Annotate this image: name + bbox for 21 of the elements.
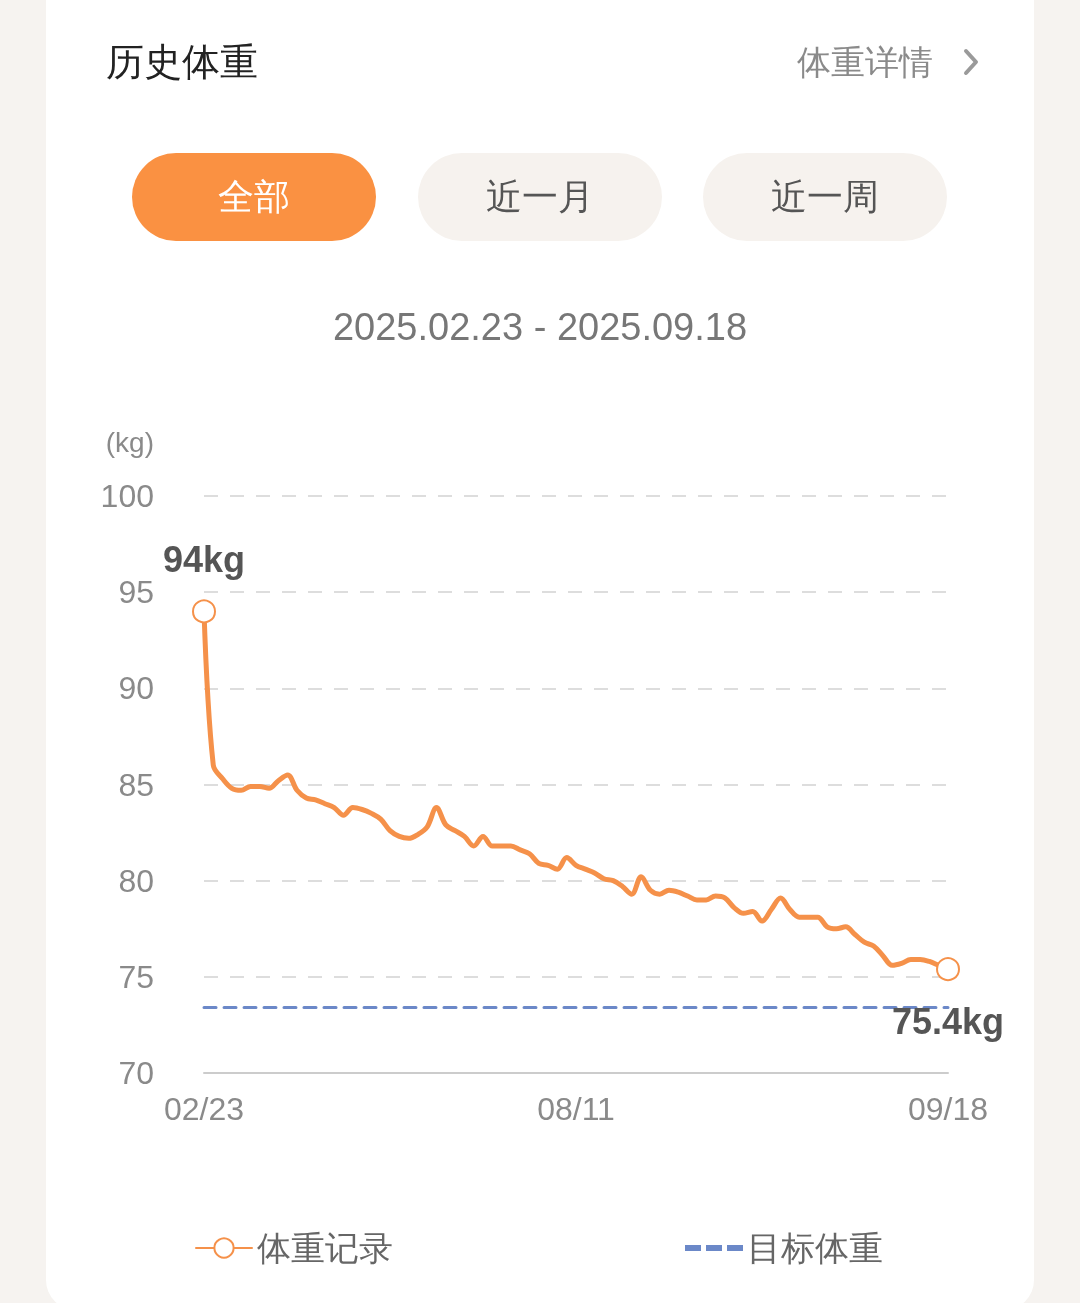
data-label: 75.4kg bbox=[891, 1000, 1005, 1042]
y-tick-label: 95 bbox=[118, 574, 154, 611]
tab-button: 近一周 bbox=[703, 153, 947, 241]
y-tick-label: 85 bbox=[118, 766, 154, 803]
chart-subtitle: 2025.02.23 - 2025.09.18 bbox=[331, 305, 749, 350]
legend-label: 体重记录 bbox=[257, 1229, 393, 1267]
y-axis-title: (kg) bbox=[105, 426, 154, 458]
y-tick-label: 80 bbox=[118, 862, 154, 899]
tab-button: 近一月 bbox=[417, 153, 662, 241]
text: 体重详情 bbox=[797, 42, 933, 83]
y-tick-label: 100 bbox=[100, 478, 154, 514]
y-tick-label: 75 bbox=[118, 958, 154, 995]
x-tick-label: 02/23 bbox=[163, 1091, 245, 1127]
chart-title: 历史体重 bbox=[106, 40, 258, 85]
y-tick-label: 70 bbox=[118, 1055, 154, 1091]
tab-button: 全部 bbox=[132, 153, 376, 241]
x-tick-label: 08/11 bbox=[537, 1091, 615, 1127]
y-tick-label: 90 bbox=[118, 670, 154, 707]
x-tick-label: 09/18 bbox=[907, 1091, 989, 1127]
data-label: 94kg bbox=[162, 538, 246, 580]
legend-label: 目标体重 bbox=[747, 1229, 883, 1267]
